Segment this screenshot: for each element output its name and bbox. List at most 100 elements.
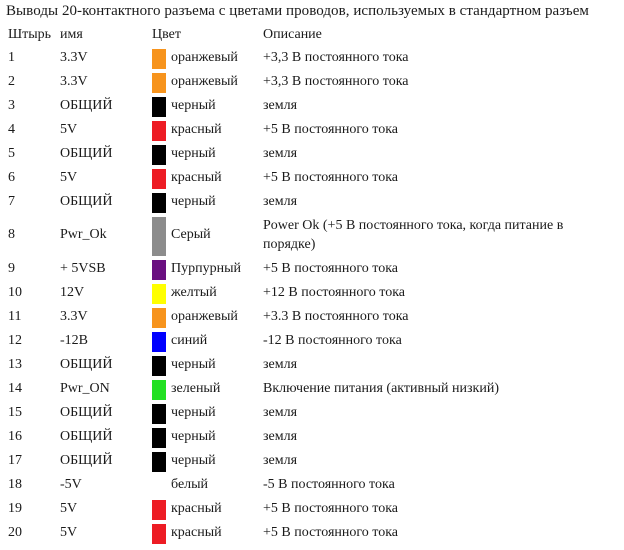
pin-description: +3,3 В постоянного тока <box>263 50 409 65</box>
wire-color-name: Серый <box>171 227 211 242</box>
pin-name: 3.3V <box>60 50 88 65</box>
pin-description: -5 В постоянного тока <box>263 477 395 492</box>
header-name: имя <box>60 27 83 42</box>
pin-description: земля <box>263 98 298 113</box>
pin-description: +3.3 В постоянного тока <box>263 309 409 324</box>
pin-name: Pwr_ON <box>60 381 110 396</box>
header-color: Цвет <box>152 27 181 42</box>
pin-description: +5 В постоянного тока <box>263 501 399 516</box>
table-row: 17 ОБЩИЙ черный земля <box>0 450 624 474</box>
wire-color-name: оранжевый <box>171 309 238 324</box>
table-row: 5 ОБЩИЙ черный земля <box>0 143 624 167</box>
pin-description: -12 В постоянного тока <box>263 333 402 348</box>
header-pin: Штырь <box>8 27 52 42</box>
pin-name: ОБЩИЙ <box>60 453 113 468</box>
pin-description: Включение питания (активный низкий) <box>263 381 499 396</box>
wire-color-name: черный <box>171 357 216 372</box>
wire-color-swatch <box>152 500 166 520</box>
pin-description: земля <box>263 405 298 420</box>
table-row: 18 -5V белый -5 В постоянного тока <box>0 474 624 498</box>
pin-name: -12В <box>60 333 88 348</box>
pin-number: 16 <box>8 429 22 444</box>
pin-description: +3,3 В постоянного тока <box>263 74 409 89</box>
pin-description: +5 В постоянного тока <box>263 170 399 185</box>
pin-number: 14 <box>8 381 22 396</box>
wire-color-swatch <box>152 49 166 69</box>
pin-name: ОБЩИЙ <box>60 405 113 420</box>
pin-description: +5 В постоянного тока <box>263 122 399 137</box>
table-row: 9 + 5VSB Пурпурный +5 В постоянного тока <box>0 258 624 282</box>
wire-color-swatch <box>152 121 166 141</box>
wire-color-name: черный <box>171 98 216 113</box>
pin-number: 2 <box>8 74 15 89</box>
wire-color-name: оранжевый <box>171 50 238 65</box>
pin-description: +5 В постоянного тока <box>263 261 399 276</box>
pin-number: 19 <box>8 501 22 516</box>
wire-color-swatch <box>152 260 166 280</box>
wire-color-swatch <box>152 332 166 352</box>
pin-name: 3.3V <box>60 74 88 89</box>
pin-number: 7 <box>8 194 15 209</box>
wire-color-swatch <box>152 380 166 400</box>
page-title: Выводы 20-контактного разъема с цветами … <box>6 3 589 19</box>
pin-number: 1 <box>8 50 15 65</box>
pin-name: 5V <box>60 122 78 137</box>
pin-name: ОБЩИЙ <box>60 429 113 444</box>
wire-color-name: красный <box>171 170 222 185</box>
table-row: 7 ОБЩИЙ черный земля <box>0 191 624 215</box>
pin-description: +12 В постоянного тока <box>263 285 406 300</box>
pin-number: 20 <box>8 525 22 540</box>
pin-description: земля <box>263 357 298 372</box>
table-row: 1 3.3V оранжевый +3,3 В постоянного тока <box>0 47 624 71</box>
pin-name: ОБЩИЙ <box>60 146 113 161</box>
pin-number: 13 <box>8 357 22 372</box>
pin-number: 5 <box>8 146 15 161</box>
pin-name: 5V <box>60 170 78 185</box>
pin-name: Pwr_Ok <box>60 227 107 242</box>
wire-color-swatch <box>152 145 166 165</box>
wire-color-name: красный <box>171 122 222 137</box>
wire-color-name: черный <box>171 453 216 468</box>
wire-color-swatch <box>152 217 166 256</box>
pin-number: 3 <box>8 98 15 113</box>
wire-color-swatch <box>152 476 166 496</box>
wire-color-swatch <box>152 404 166 424</box>
wire-color-name: синий <box>171 333 208 348</box>
pin-name: 12V <box>60 285 85 300</box>
header-description: Описание <box>263 27 322 42</box>
wire-color-swatch <box>152 356 166 376</box>
pin-number: 17 <box>8 453 22 468</box>
wire-color-swatch <box>152 428 166 448</box>
wire-color-name: белый <box>171 477 209 492</box>
wire-color-name: черный <box>171 146 216 161</box>
pin-number: 9 <box>8 261 15 276</box>
pin-number: 4 <box>8 122 15 137</box>
wire-color-name: черный <box>171 429 216 444</box>
pin-number: 8 <box>8 227 15 242</box>
wire-color-name: красный <box>171 525 222 540</box>
pin-number: 15 <box>8 405 22 420</box>
pin-number: 11 <box>8 309 22 324</box>
pin-name: 5V <box>60 501 78 516</box>
table-row: 12 -12В синий -12 В постоянного тока <box>0 330 624 354</box>
pin-number: 12 <box>8 333 22 348</box>
pin-number: 6 <box>8 170 15 185</box>
table-row: 4 5V красный +5 В постоянного тока <box>0 119 624 143</box>
wire-color-name: красный <box>171 501 222 516</box>
pin-name: ОБЩИЙ <box>60 194 113 209</box>
table-row: 10 12V желтый +12 В постоянного тока <box>0 282 624 306</box>
pin-description: Power Ok (+5 В постоянного тока, когда п… <box>263 218 564 252</box>
pin-name: 5V <box>60 525 78 540</box>
table-row: 20 5V красный +5 В постоянного тока <box>0 522 624 546</box>
wire-color-swatch <box>152 97 166 117</box>
wire-color-name: Пурпурный <box>171 261 241 276</box>
wire-color-swatch <box>152 308 166 328</box>
pin-description: земля <box>263 429 298 444</box>
wire-color-name: черный <box>171 194 216 209</box>
pin-description: +5 В постоянного тока <box>263 525 399 540</box>
pin-description: земля <box>263 194 298 209</box>
pin-name: 3.3V <box>60 309 88 324</box>
wire-color-swatch <box>152 73 166 93</box>
wire-color-swatch <box>152 284 166 304</box>
pin-number: 10 <box>8 285 22 300</box>
